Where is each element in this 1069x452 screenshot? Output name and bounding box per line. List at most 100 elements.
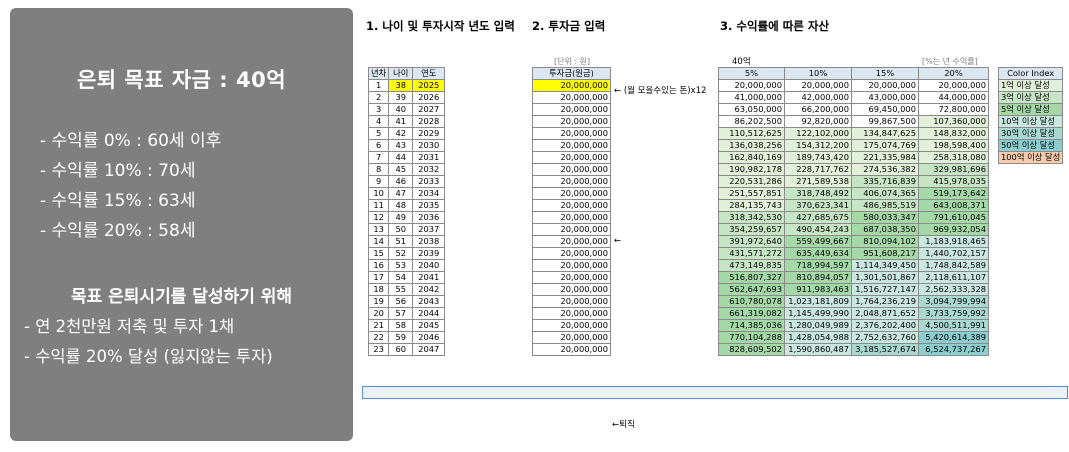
asset-cell: 20,000,000: [784, 79, 852, 92]
table-row: 30억 이상 달성: [997, 127, 1064, 140]
table-row: 100억 이상 달성: [997, 151, 1064, 164]
asset-cell: 110,512,625: [718, 127, 785, 140]
table-row: 63,050,000 66,200,000 69,450,000 72,800,000: [718, 103, 989, 116]
year-cell: 2029: [412, 127, 446, 140]
year-no-cell: 11: [367, 199, 390, 212]
col-rate-10: 10%: [784, 67, 852, 80]
table-row: 20,000,000: [532, 163, 611, 176]
asset-cell: 1,301,501,867: [851, 271, 919, 284]
invest-cell: 20,000,000: [532, 151, 611, 164]
table-row: 220,531,286 271,589,538 335,716,839 415,978…: [718, 175, 989, 188]
table-row: 20,000,000: [532, 91, 611, 104]
year-cell: 2040: [412, 259, 446, 272]
year-no-cell: 17: [367, 271, 390, 284]
invest-cell[interactable]: 20,000,000: [532, 79, 611, 92]
year-cell[interactable]: 2025: [412, 79, 446, 92]
asset-table: 5% 10% 15% 20% 20,000,000 20,000,000 20,00…: [718, 67, 989, 356]
retirement-goal-title: 은퇴 목표 자금 : 40억: [76, 68, 287, 92]
table-row: 16 53 2040: [367, 259, 446, 272]
table-row: 110,512,625 122,102,000 134,847,625 148,832…: [718, 127, 989, 140]
unit-note: [단위 : 원]: [554, 57, 591, 66]
age-cell: 52: [388, 247, 414, 260]
asset-cell: 221,335,984: [851, 151, 919, 164]
year-no-cell: 16: [367, 259, 390, 272]
asset-cell: 490,454,243: [784, 223, 852, 236]
year-no-cell: 2: [367, 91, 390, 104]
age-table: 년차 나이 연도 1 38 2025 2 39 2026 3 40 2027 4 41 2028 5 42…: [367, 67, 446, 356]
asset-cell: 610,780,078: [718, 295, 785, 308]
asset-cell: 969,932,054: [918, 223, 989, 236]
asset-cell: 175,074,769: [851, 139, 919, 152]
age-cell: 44: [388, 151, 414, 164]
age-cell: 47: [388, 187, 414, 200]
asset-cell: 42,000,000: [784, 91, 852, 104]
asset-cell: 271,589,538: [784, 175, 852, 188]
table-row: 20,000,000: [532, 223, 611, 236]
color-index-item: 1억 이상 달성: [997, 79, 1064, 92]
year-cell: 2039: [412, 247, 446, 260]
asset-cell: 391,972,640: [718, 235, 785, 248]
asset-cell: 431,571,272: [718, 247, 785, 260]
asset-cell: 1,145,499,990: [784, 307, 852, 320]
strategy-title: 목표 은퇴시기를 달성하기 위해: [70, 287, 293, 307]
rate-line-0: - 수익률 0% : 60세 이후: [40, 131, 222, 151]
table-row: 20,000,000: [532, 175, 611, 188]
invest-cell: 20,000,000: [532, 331, 611, 344]
asset-cell: 473,149,835: [718, 259, 785, 272]
asset-cell: 718,994,597: [784, 259, 852, 272]
age-cell: 59: [388, 331, 414, 344]
table-row: 50억 이상 달성: [997, 139, 1064, 152]
table-row: 20,000,000 20,000,000 20,000,000 20,000,000: [718, 79, 989, 92]
color-index-item: 100억 이상 달성: [997, 151, 1064, 164]
year-no-cell: 21: [367, 319, 390, 332]
table-row: 5 42 2029: [367, 127, 446, 140]
table-row: 5억 이상 달성: [997, 103, 1064, 116]
year-cell: 2036: [412, 211, 446, 224]
table-row: 41,000,000 42,000,000 43,000,000 44,000,000: [718, 91, 989, 104]
table-row: 86,202,500 92,820,000 99,867,500 107,360,00…: [718, 115, 989, 128]
age-cell: 45: [388, 163, 414, 176]
asset-cell: 20,000,000: [718, 79, 785, 92]
invest-cell: 20,000,000: [532, 319, 611, 332]
year-cell: 2044: [412, 307, 446, 320]
asset-cell: 580,033,347: [851, 211, 919, 224]
col-year-no: 년차: [367, 67, 390, 80]
table-row: 21 58 2045: [367, 319, 446, 332]
year-cell: 2027: [412, 103, 446, 116]
asset-cell: 274,536,382: [851, 163, 919, 176]
age-cell: 46: [388, 175, 414, 188]
age-cell: 56: [388, 295, 414, 308]
invest-cell: 20,000,000: [532, 223, 611, 236]
invest-cell: 20,000,000: [532, 247, 611, 260]
table-row: 22 59 2046: [367, 331, 446, 344]
table-row: 284,135,743 370,623,341 486,985,519 643,008…: [718, 199, 989, 212]
asset-cell: 92,820,000: [784, 115, 852, 128]
asset-cell: 354,259,657: [718, 223, 785, 236]
year-cell: 2028: [412, 115, 446, 128]
asset-cell: 3,733,759,992: [918, 307, 989, 320]
age-cell: 55: [388, 283, 414, 296]
age-cell[interactable]: 38: [388, 79, 414, 92]
year-no-cell: 18: [367, 283, 390, 296]
table-row: 828,609,502 1,590,860,487 3,185,527,674 6,5…: [718, 343, 989, 356]
invest-cell: 20,000,000: [532, 283, 611, 296]
invest-cell: 20,000,000: [532, 199, 611, 212]
year-no-cell: 23: [367, 343, 390, 356]
invest-cell: 20,000,000: [532, 91, 611, 104]
asset-cell: 2,118,611,107: [918, 271, 989, 284]
asset-cell: 3,094,799,994: [918, 295, 989, 308]
strategy-line-2: - 수익률 20% 달성 (잃지않는 투자): [24, 347, 273, 366]
table-row: 516,807,327 810,894,057 1,301,501,867 2,118…: [718, 271, 989, 284]
asset-cell: 107,360,000: [918, 115, 989, 128]
table-row: 20,000,000: [532, 343, 611, 356]
table-row: 20,000,000: [532, 331, 611, 344]
invest-cell: 20,000,000: [532, 139, 611, 152]
asset-cell: 951,608,217: [851, 247, 919, 260]
year-cell: 2030: [412, 139, 446, 152]
table-row: 354,259,657 490,454,243 687,038,350 969,932…: [718, 223, 989, 236]
asset-cell: 122,102,000: [784, 127, 852, 140]
asset-cell: 1,590,860,487: [784, 343, 852, 356]
year-no-cell: 10: [367, 187, 390, 200]
table-row: 20,000,000: [532, 103, 611, 116]
color-index-item: 10억 이상 달성: [997, 115, 1064, 128]
